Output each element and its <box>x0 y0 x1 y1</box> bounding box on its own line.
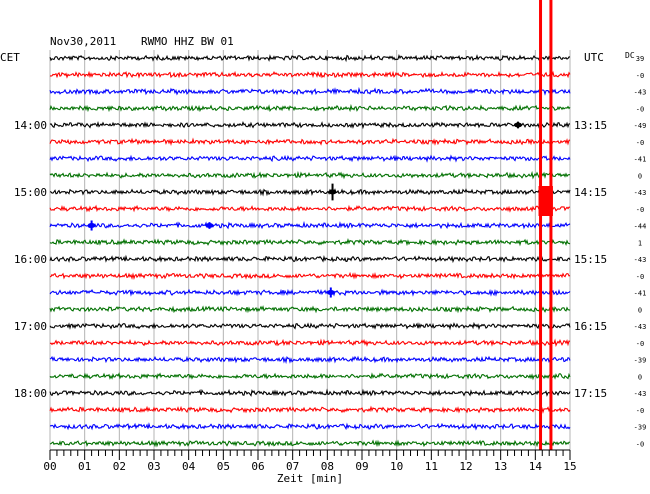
x-tick-label: 01 <box>78 460 91 473</box>
right-hour-label: 14:15 <box>574 186 607 199</box>
trace-row-20 <box>49 388 571 397</box>
dc-offset-value: -41 <box>634 290 647 298</box>
trace-row-21 <box>49 405 571 414</box>
right-hour-label: 15:15 <box>574 253 607 266</box>
seismic-traces <box>49 53 571 448</box>
dc-offset-value: -0 <box>636 340 644 348</box>
trace-row-15 <box>49 305 571 314</box>
trace-row-10 <box>49 220 571 230</box>
trace-row-3 <box>49 103 571 113</box>
trace-row-5 <box>49 137 571 147</box>
event-blob-2 <box>205 223 214 228</box>
left-hour-label: 16:00 <box>14 253 47 266</box>
dc-offset-value: 39 <box>636 55 644 63</box>
x-tick-label: 08 <box>321 460 334 473</box>
trace-row-19 <box>49 372 571 381</box>
event-blob-1 <box>87 223 96 228</box>
trace-row-7 <box>49 170 571 180</box>
dc-offset-value: -49 <box>634 122 647 130</box>
trace-row-23 <box>49 439 571 448</box>
right-hour-label: 16:15 <box>574 320 607 333</box>
x-tick-label: 10 <box>390 460 403 473</box>
dc-offset-value: 0 <box>638 306 642 314</box>
left-hour-label: 17:00 <box>14 320 47 333</box>
trace-row-16 <box>49 321 571 331</box>
x-tick-label: 06 <box>251 460 264 473</box>
dc-offset-value: -43 <box>634 189 647 197</box>
clipped-event-burst <box>538 186 553 216</box>
trace-row-22 <box>49 422 571 431</box>
dc-offset-value: -0 <box>636 72 644 80</box>
dc-offset-value: 0 <box>638 373 642 381</box>
trace-row-11 <box>49 237 571 247</box>
dc-offset-value: -0 <box>636 139 644 147</box>
trace-row-12 <box>49 254 571 264</box>
trace-row-17 <box>49 338 571 348</box>
grid <box>49 50 571 450</box>
left-hour-label: 14:00 <box>14 119 47 132</box>
dc-offset-value: -39 <box>634 357 647 365</box>
x-tick-label: 12 <box>459 460 472 473</box>
dc-offset-value: -43 <box>634 256 647 264</box>
x-tick-label: 03 <box>147 460 160 473</box>
dc-offset-value: -0 <box>636 407 644 415</box>
trace-row-1 <box>49 70 571 79</box>
right-hour-label: 13:15 <box>574 119 607 132</box>
x-tick-label: 05 <box>217 460 230 473</box>
event-blob-4 <box>514 122 522 128</box>
dc-offset-value: -0 <box>636 105 644 113</box>
x-tick-label: 02 <box>113 460 126 473</box>
trace-row-0 <box>49 53 571 63</box>
x-tick-label: 14 <box>529 460 543 473</box>
trace-row-4 <box>49 120 571 130</box>
station-label: RWMO HHZ BW 01 <box>141 35 234 48</box>
dc-offset-value: -0 <box>636 440 644 448</box>
trace-row-9 <box>49 204 571 213</box>
trace-row-14 <box>49 288 571 297</box>
event-blob-0 <box>328 189 337 195</box>
dc-offset-value: 1 <box>638 239 642 247</box>
dc-offset-value: 0 <box>638 172 642 180</box>
x-tick-label: 00 <box>43 460 56 473</box>
x-tick-label: 07 <box>286 460 299 473</box>
right-hour-label: 17:15 <box>574 387 607 400</box>
row-labels: 14:00 15:00 16:00 17:00 18:00 13:15 14:15 15:15… <box>14 55 646 448</box>
trace-row-8 <box>49 188 571 197</box>
left-hour-label: 18:00 <box>14 387 47 400</box>
x-tick-label: 13 <box>494 460 507 473</box>
dc-offset-value: -44 <box>634 223 647 231</box>
dc-label: DC <box>625 51 635 60</box>
dc-offset-value: -43 <box>634 390 647 398</box>
x-axis-title: Zeit [min] <box>277 472 343 485</box>
x-tick-label: 04 <box>182 460 196 473</box>
dc-offset-value: -0 <box>636 273 644 281</box>
x-tick-label: 09 <box>355 460 368 473</box>
event-layer <box>87 0 553 450</box>
dc-offset-value: -43 <box>634 89 647 97</box>
x-tick-label: 15 <box>563 460 576 473</box>
trace-row-2 <box>49 86 571 96</box>
date-label: Nov30,2011 <box>50 35 116 48</box>
left-timezone-label: CET <box>0 51 20 64</box>
trace-row-18 <box>49 355 571 365</box>
x-axis: 00 01 02 03 04 05 06 07 08 09 10 11 12 13 14 15 <box>43 449 577 473</box>
event-blob-3 <box>326 290 335 295</box>
trace-row-6 <box>49 154 571 163</box>
dc-offset-value: -43 <box>634 323 647 331</box>
dc-offset-value: -39 <box>634 424 647 432</box>
trace-row-13 <box>49 271 571 281</box>
left-hour-label: 15:00 <box>14 186 47 199</box>
x-tick-label: 11 <box>425 460 438 473</box>
dc-offset-value: -41 <box>634 156 647 164</box>
right-timezone-label: UTC <box>584 51 604 64</box>
dc-offset-value: -0 <box>636 206 644 214</box>
